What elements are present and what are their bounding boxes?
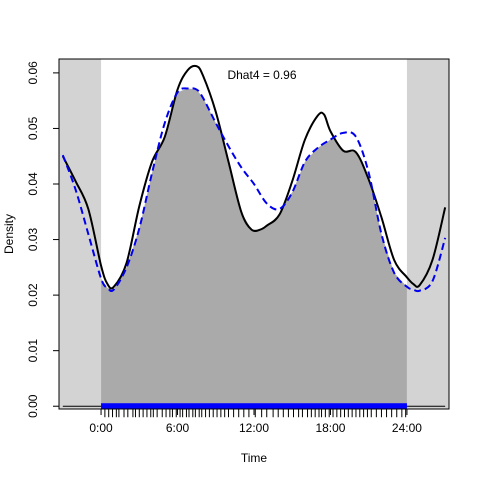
y-axis-label: Density <box>2 214 16 254</box>
x-tick-label: 6:00 <box>166 421 190 435</box>
density-line-solid <box>61 64 447 290</box>
x-axis-label: Time <box>241 451 268 465</box>
x-tick-label: 24:00 <box>392 421 422 435</box>
y-tick-label: 0.01 <box>26 339 40 363</box>
outside-range-right <box>406 59 449 409</box>
y-tick-label: 0.05 <box>26 116 40 140</box>
density-lines <box>61 64 447 293</box>
plot-border <box>58 58 450 410</box>
x-tick-label: 18:00 <box>315 421 345 435</box>
annotation-label: Dhat4 = 0.96 <box>227 68 296 82</box>
y-tick-label: 0.03 <box>26 228 40 252</box>
density-line-dashed <box>61 87 447 293</box>
y-tick-label: 0.04 <box>26 172 40 196</box>
overlap-area <box>101 88 407 407</box>
fill-layer <box>59 59 449 409</box>
y-tick-label: 0.06 <box>26 61 40 85</box>
rug-band <box>101 403 407 410</box>
y-tick-label: 0.02 <box>26 283 40 307</box>
x-tick-label: 0:00 <box>89 421 113 435</box>
rug-layer <box>101 403 407 418</box>
y-tick-label: 0.00 <box>26 394 40 418</box>
x-tick-label: 12:00 <box>239 421 269 435</box>
